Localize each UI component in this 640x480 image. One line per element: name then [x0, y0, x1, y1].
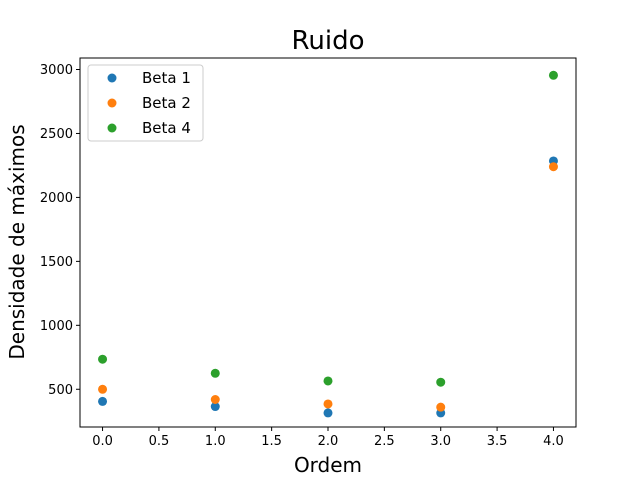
legend-label: Beta 4	[142, 119, 191, 137]
x-tick-label: 3.0	[430, 434, 451, 449]
y-axis-label: Densidade de máximos	[5, 124, 29, 359]
y-tick-label: 1500	[40, 255, 73, 270]
x-tick-label: 1.5	[261, 434, 282, 449]
x-axis-label: Ordem	[294, 453, 362, 477]
x-tick-label: 3.5	[487, 434, 508, 449]
legend-label: Beta 2	[142, 94, 191, 112]
x-tick-label: 2.0	[318, 434, 339, 449]
y-axis: 500 1000 1500 2000 2500 3000	[40, 63, 80, 398]
point-series-2	[98, 384, 108, 394]
point-series-3	[436, 377, 446, 387]
legend-label: Beta 1	[142, 69, 191, 87]
x-tick-label: 4.0	[543, 434, 564, 449]
point-series-3	[98, 354, 108, 364]
legend: Beta 1 Beta 2 Beta 4	[87, 64, 204, 142]
y-tick-label: 2500	[40, 127, 73, 142]
y-tick-label: 3000	[40, 63, 73, 78]
point-series-3	[210, 368, 220, 378]
point-series-2	[548, 162, 558, 172]
point-series-3	[323, 376, 333, 386]
point-series-3	[548, 70, 558, 80]
point-series-1	[323, 408, 333, 418]
y-tick-label: 1000	[40, 319, 73, 334]
x-tick-label: 0.5	[149, 434, 170, 449]
legend-box	[87, 64, 204, 142]
y-tick-label: 2000	[40, 191, 73, 206]
point-series-2	[210, 395, 220, 405]
point-series-2	[323, 399, 333, 409]
point-series-1	[210, 402, 220, 412]
x-tick-label: 0.0	[92, 434, 113, 449]
legend-marker	[107, 98, 117, 108]
chart-title: Ruido	[291, 26, 364, 56]
x-tick-label: 2.5	[374, 434, 395, 449]
y-tick-label: 500	[48, 383, 73, 398]
x-axis: 0.0 0.5 1.0 1.5 2.0 2.5 3.0 3.5 4.0	[92, 427, 564, 449]
legend-marker	[107, 73, 117, 83]
point-series-1	[98, 396, 108, 406]
legend-marker	[107, 123, 117, 133]
data-points	[98, 70, 558, 418]
point-series-2	[436, 402, 446, 412]
x-tick-label: 1.0	[205, 434, 226, 449]
